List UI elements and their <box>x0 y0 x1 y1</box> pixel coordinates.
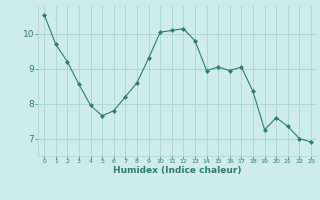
X-axis label: Humidex (Indice chaleur): Humidex (Indice chaleur) <box>113 166 242 175</box>
